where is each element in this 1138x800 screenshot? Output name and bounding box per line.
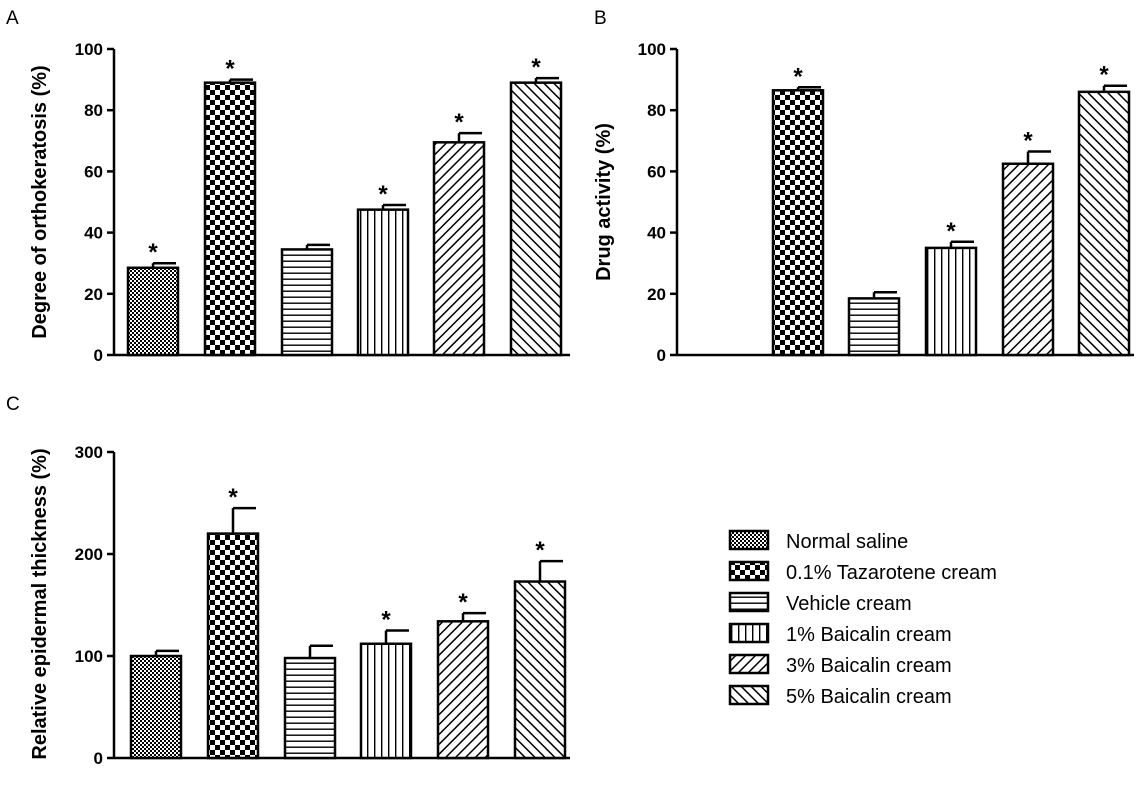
panel-b-y-tick-label: 80 (647, 101, 666, 120)
panel-b-y-tick-label: 40 (647, 224, 666, 243)
legend-label-3-baicalin-cream: 3% Baicalin cream (786, 655, 952, 677)
panel-a-chart: A Degree of orthokeratosis (%) 0 20 40 60 80… (6, 8, 570, 365)
panel-c-bar-0-1-tazarotene-cream (206, 532, 260, 760)
legend-swatch-3-baicalin-cream (728, 653, 770, 675)
panel-a-letter: A (6, 8, 19, 29)
legend-label-vehicle-cream: Vehicle cream (786, 593, 912, 615)
panel-c-letter: C (6, 394, 20, 415)
legend-swatch-0-1-tazarotene-cream (728, 560, 770, 582)
legend-swatch-5-baicalin-cream (728, 684, 770, 706)
panel-c-bar-normal-saline (129, 654, 183, 760)
panel-b-y-tick-label: 20 (647, 285, 666, 304)
legend-swatch-vehicle-cream (728, 591, 770, 613)
legend-label-0-1-tazarotene-cream: 0.1% Tazarotene cream (786, 562, 997, 584)
panel-b-bar-1-baicalin-cream (924, 246, 978, 357)
panel-a-y-tick-label: 0 (94, 346, 103, 365)
panel-a-significance-star-0-1-tazarotene-cream: * (225, 56, 235, 83)
panel-c-significance-star-3-baicalin-cream: * (458, 589, 468, 616)
panel-c-bar-3-baicalin-cream (436, 620, 490, 760)
panel-b-y-tick-label: 100 (638, 40, 666, 59)
panel-a-y-tick-label: 80 (84, 101, 103, 120)
legend-swatch-1-baicalin-cream (728, 622, 770, 644)
panel-a-bar-3-baicalin-cream (432, 141, 486, 357)
panel-c-y-tick-label: 300 (75, 443, 103, 462)
panel-c-y-tick-label: 0 (94, 749, 103, 768)
panel-a-bar-normal-saline (126, 266, 180, 357)
panel-a-significance-star-3-baicalin-cream: * (454, 109, 464, 136)
legend-label-normal-saline: Normal saline (786, 531, 908, 553)
legend-label-1-baicalin-cream: 1% Baicalin cream (786, 624, 952, 646)
panel-c-significance-star-1-baicalin-cream: * (381, 607, 391, 634)
legend-label-5-baicalin-cream: 5% Baicalin cream (786, 686, 952, 708)
panel-a-bar-5-baicalin-cream (509, 81, 563, 357)
panel-a-significance-star-normal-saline: * (148, 239, 158, 266)
panel-a-bar-0-1-tazarotene-cream (203, 81, 257, 357)
panel-b-y-tick-label: 0 (657, 346, 666, 365)
legend-swatch-normal-saline (728, 529, 770, 551)
panel-a-y-tick-label: 100 (75, 40, 103, 59)
panel-b-significance-star-0-1-tazarotene-cream: * (793, 63, 803, 90)
panel-b-significance-star-3-baicalin-cream: * (1023, 128, 1033, 155)
panel-c-y-tick-label: 100 (75, 647, 103, 666)
panel-b-y-axis-label: Drug activity (%) (593, 123, 615, 281)
panel-b-bar-0-1-tazarotene-cream (771, 89, 825, 357)
panel-b-significance-star-1-baicalin-cream: * (946, 218, 956, 245)
panel-a-y-axis-label: Degree of orthokeratosis (%) (29, 65, 51, 338)
panel-c-significance-star-5-baicalin-cream: * (535, 537, 545, 564)
panel-b-bar-3-baicalin-cream (1001, 162, 1055, 357)
panel-a-bar-1-baicalin-cream (356, 208, 410, 357)
panel-b-y-tick-label: 60 (647, 162, 666, 181)
panel-a-y-tick-label: 60 (84, 162, 103, 181)
panel-a-significance-star-5-baicalin-cream: * (531, 54, 541, 81)
panel-b-significance-star-5-baicalin-cream: * (1099, 62, 1109, 89)
panel-a-y-tick-label: 40 (84, 224, 103, 243)
legend: Normal saline 0.1% Tazarotene cream Vehicl… (728, 529, 997, 708)
panel-c-bar-vehicle-cream (283, 656, 337, 760)
panel-c-bar-1-baicalin-cream (359, 642, 413, 760)
panel-b-bar-vehicle-cream (847, 297, 901, 357)
panel-b-bar-5-baicalin-cream (1077, 90, 1131, 357)
panel-c-y-axis-label: Relative epidermal thickness (%) (29, 448, 51, 759)
panel-c-chart: C Relative epidermal thickness (%) 0 100 2… (6, 394, 570, 768)
panel-a-significance-star-1-baicalin-cream: * (378, 181, 388, 208)
panel-a-y-tick-label: 20 (84, 285, 103, 304)
panel-b-letter: B (594, 8, 607, 29)
panel-a-bar-vehicle-cream (280, 248, 334, 357)
panel-b-chart: B Drug activity (%) 0 20 40 60 80 100 * * * * (593, 8, 1134, 365)
panel-c-significance-star-0-1-tazarotene-cream: * (228, 484, 238, 511)
panel-c-bar-5-baicalin-cream (513, 580, 567, 760)
panel-c-y-tick-label: 200 (75, 545, 103, 564)
